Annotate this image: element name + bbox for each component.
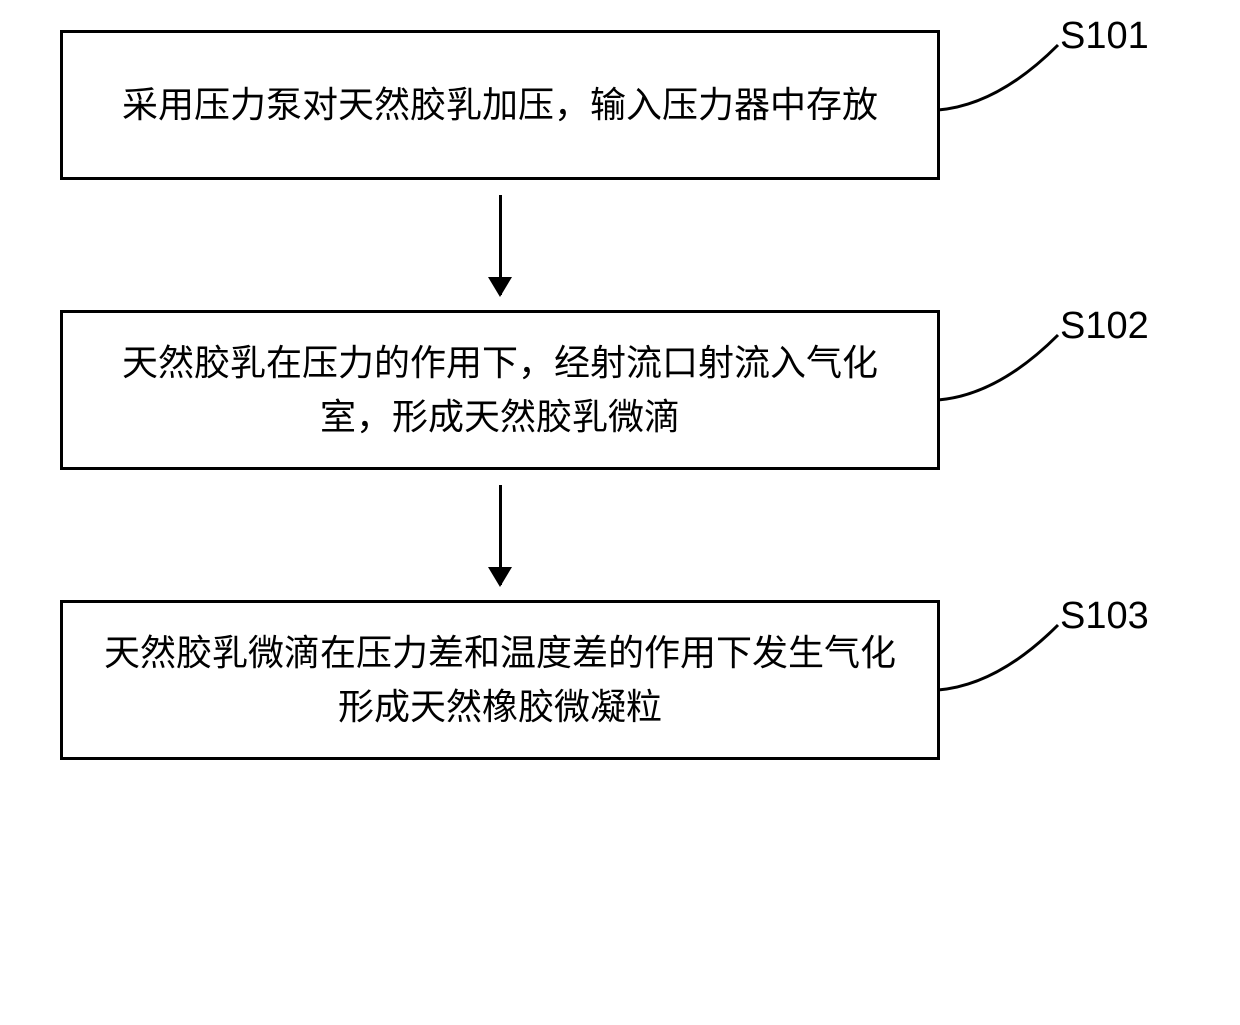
arrow-1	[60, 180, 940, 310]
step-box-3: 天然胶乳微滴在压力差和温度差的作用下发生气化形成天然橡胶微凝粒	[60, 600, 940, 760]
step-text-2: 天然胶乳在压力的作用下，经射流口射流入气化室，形成天然胶乳微滴	[93, 336, 907, 444]
arrow-line-2	[499, 485, 502, 585]
arrow-2	[60, 470, 940, 600]
step-text-3: 天然胶乳微滴在压力差和温度差的作用下发生气化形成天然橡胶微凝粒	[93, 626, 907, 734]
connector-1	[938, 40, 1078, 120]
connector-2	[938, 330, 1078, 410]
flowchart-container: 采用压力泵对天然胶乳加压，输入压力器中存放 S101 天然胶乳在压力的作用下，经…	[60, 30, 1180, 760]
connector-3	[938, 620, 1078, 700]
arrow-head-2	[488, 567, 512, 587]
arrow-head-1	[488, 277, 512, 297]
step-label-1: S101	[1060, 15, 1149, 58]
step-box-1: 采用压力泵对天然胶乳加压，输入压力器中存放	[60, 30, 940, 180]
step-label-3: S103	[1060, 595, 1149, 638]
step-label-2: S102	[1060, 305, 1149, 348]
arrow-line-1	[499, 195, 502, 295]
step-box-2: 天然胶乳在压力的作用下，经射流口射流入气化室，形成天然胶乳微滴	[60, 310, 940, 470]
step-text-1: 采用压力泵对天然胶乳加压，输入压力器中存放	[122, 78, 878, 132]
